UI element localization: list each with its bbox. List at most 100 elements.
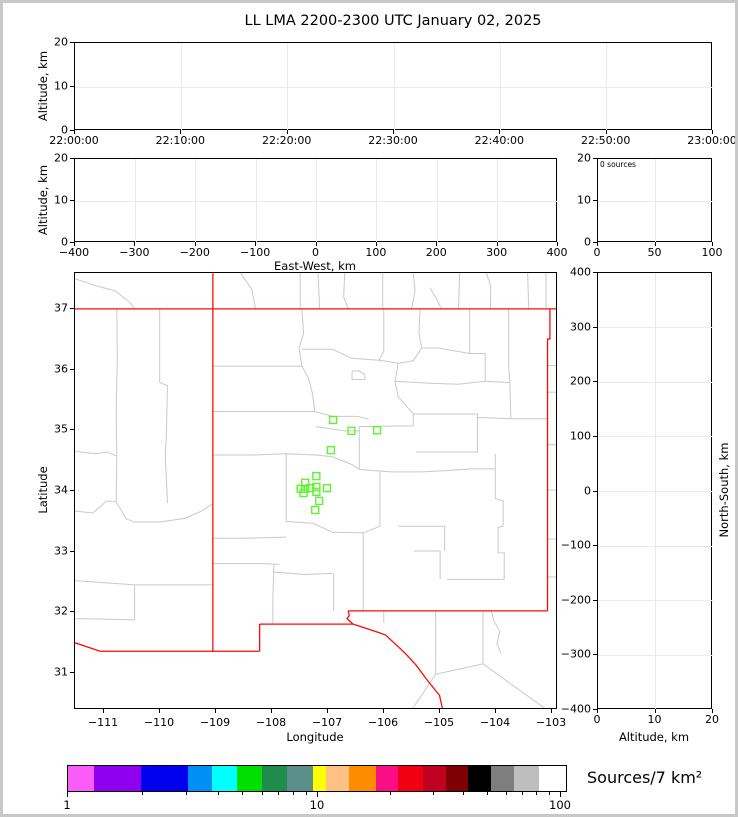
tick-mark bbox=[70, 429, 74, 431]
colorbar-segment bbox=[539, 766, 566, 791]
y-tick-label: 33 bbox=[54, 544, 68, 558]
tick-mark bbox=[557, 242, 558, 246]
tick-mark bbox=[286, 130, 288, 134]
x-tick-label: 22:00:00 bbox=[49, 134, 99, 147]
colorbar-minor-tick bbox=[186, 792, 188, 795]
county-line bbox=[378, 347, 423, 364]
y-tick-label: 32 bbox=[54, 604, 68, 618]
p2-x-axis-label: East-West, km bbox=[274, 259, 356, 273]
grid-line bbox=[598, 600, 713, 602]
tick-mark bbox=[194, 242, 196, 246]
colorbar-minor-tick bbox=[292, 792, 294, 795]
tick-mark bbox=[496, 242, 498, 246]
tick-mark bbox=[593, 709, 597, 710]
county-line bbox=[272, 564, 275, 625]
grid-line bbox=[598, 327, 713, 329]
county-line bbox=[412, 673, 437, 708]
tick-mark bbox=[70, 86, 74, 87]
tick-mark bbox=[70, 672, 74, 674]
colorbar-minor-tick bbox=[261, 792, 263, 795]
colorbar-minor-tick bbox=[305, 792, 307, 795]
source-marker bbox=[301, 484, 310, 493]
tick-mark bbox=[327, 709, 328, 713]
tick-mark bbox=[654, 709, 656, 713]
x-tick-label: −107 bbox=[311, 716, 343, 729]
county-line bbox=[298, 308, 305, 367]
x-tick-label: 22:30:00 bbox=[368, 134, 418, 147]
x-tick-label: −200 bbox=[179, 246, 210, 259]
colorbar-minor-tick bbox=[506, 792, 508, 795]
tick-mark bbox=[70, 200, 74, 201]
y-tick-label: 400 bbox=[570, 265, 591, 279]
county-line bbox=[421, 347, 486, 355]
eastwest-altitude-panel bbox=[74, 158, 558, 243]
county-line bbox=[301, 348, 379, 361]
colorbar-segment bbox=[141, 766, 188, 791]
y-tick-label: 31 bbox=[54, 665, 68, 679]
tick-mark bbox=[551, 709, 552, 713]
x-tick-label: 100 bbox=[701, 246, 723, 259]
tick-mark bbox=[593, 272, 597, 273]
y-tick-label: 35 bbox=[54, 422, 68, 436]
county-line bbox=[429, 287, 442, 310]
y-tick-label: −400 bbox=[560, 702, 591, 716]
county-line bbox=[398, 525, 446, 552]
county-line bbox=[351, 370, 366, 381]
colorbar-segment bbox=[326, 766, 349, 791]
county-line bbox=[286, 520, 381, 534]
tick-mark bbox=[70, 368, 74, 370]
tick-mark bbox=[439, 709, 440, 713]
tick-mark bbox=[215, 709, 216, 713]
colorbar-minor-tick bbox=[390, 792, 392, 795]
state-border bbox=[75, 642, 101, 652]
tick-mark bbox=[70, 242, 74, 243]
colorbar-label: Sources/7 km² bbox=[587, 768, 703, 787]
tick-mark bbox=[593, 381, 597, 383]
county-line bbox=[359, 425, 414, 428]
colorbar-minor-tick bbox=[463, 792, 465, 795]
colorbar-segment bbox=[237, 766, 262, 791]
tick-mark bbox=[712, 242, 713, 246]
tick-mark bbox=[712, 130, 713, 134]
y-tick-label: 20 bbox=[54, 151, 68, 165]
x-tick-label: 23:00:00 bbox=[687, 134, 737, 147]
x-tick-label: 22:10:00 bbox=[155, 134, 206, 147]
county-line bbox=[485, 273, 492, 309]
county-line bbox=[477, 417, 548, 420]
tick-mark bbox=[375, 242, 377, 246]
tick-mark bbox=[593, 545, 597, 547]
tick-mark bbox=[103, 709, 104, 713]
colorbar-tick bbox=[317, 792, 318, 797]
p5-x-axis-label: Altitude, km bbox=[618, 730, 690, 744]
tick-mark bbox=[654, 242, 656, 246]
y-tick-label: 34 bbox=[54, 483, 68, 497]
y-tick-label: 0 bbox=[584, 484, 591, 497]
tick-mark bbox=[70, 130, 74, 131]
x-tick-label: −110 bbox=[143, 716, 175, 729]
county-line bbox=[212, 563, 280, 565]
grid-line bbox=[598, 654, 713, 656]
grid-line bbox=[598, 491, 713, 492]
x-tick-label: 200 bbox=[425, 246, 447, 259]
x-tick-label: −109 bbox=[199, 716, 231, 729]
colorbar-minor-tick bbox=[278, 792, 280, 795]
tick-mark bbox=[70, 611, 74, 613]
x-tick-label: −400 bbox=[58, 246, 90, 259]
county-line bbox=[317, 273, 321, 309]
source-marker bbox=[314, 496, 324, 506]
colorbar-tick-label: 1 bbox=[63, 798, 71, 812]
county-line bbox=[115, 308, 118, 503]
x-tick-label: 300 bbox=[486, 246, 508, 259]
tick-mark bbox=[593, 654, 597, 656]
county-line bbox=[75, 500, 213, 523]
tick-mark bbox=[74, 130, 75, 134]
county-line bbox=[527, 273, 530, 309]
x-tick-label: 50 bbox=[647, 246, 662, 259]
tick-mark bbox=[593, 200, 597, 201]
y-tick-label: 300 bbox=[570, 320, 591, 334]
county-line bbox=[378, 308, 385, 361]
tick-mark bbox=[70, 308, 74, 309]
county-line bbox=[75, 580, 213, 586]
x-tick-label: −103 bbox=[535, 716, 567, 729]
